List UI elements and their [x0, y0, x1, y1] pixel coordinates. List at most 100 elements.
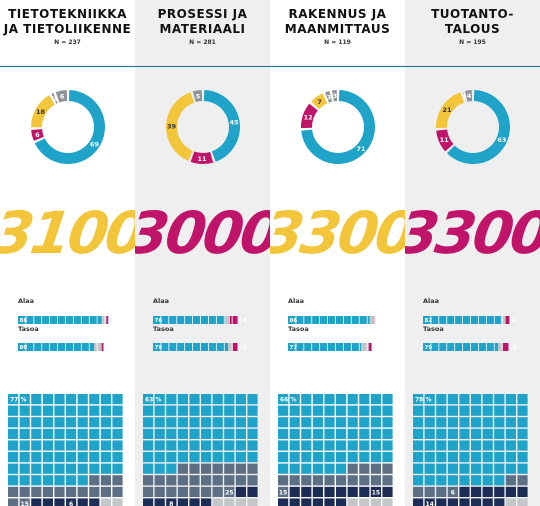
waffle-cell — [54, 417, 65, 428]
bar-label-tasoa: Tasoa — [18, 325, 39, 333]
waffle-cell — [359, 405, 370, 416]
waffle-cell — [235, 463, 246, 474]
waffle-cell — [382, 417, 393, 428]
waffle-cell — [154, 428, 165, 439]
donut-slice-label: 18 — [36, 108, 46, 116]
waffle-cell — [166, 417, 177, 428]
waffle-cell — [166, 405, 177, 416]
waffle-cell — [447, 475, 458, 486]
waffle-cell — [31, 428, 42, 439]
waffle-cell — [112, 452, 123, 463]
bar-segment-magenta — [502, 343, 509, 351]
waffle-cell — [247, 394, 258, 405]
waffle-cell — [482, 463, 493, 474]
waffle-cell — [336, 486, 347, 497]
waffle-cell — [447, 486, 458, 497]
waffle-cell — [494, 486, 505, 497]
donut-slice — [31, 129, 44, 141]
waffle-cell — [154, 452, 165, 463]
waffle-cell — [143, 428, 154, 439]
waffle-cell — [143, 498, 154, 506]
waffle-cell — [424, 463, 435, 474]
waffle-cell — [312, 405, 323, 416]
waffle-cell — [100, 440, 111, 451]
waffle-cell — [201, 452, 212, 463]
waffle-cell — [517, 394, 528, 405]
column-title: PROSESSI JA MATERIAALI — [157, 7, 248, 36]
waffle-cell — [54, 440, 65, 451]
waffle-cell — [77, 486, 88, 497]
waffle-mid-label: 25 — [225, 489, 233, 496]
waffle-cell — [517, 475, 528, 486]
waffle-cell — [312, 440, 323, 451]
waffle-cell — [278, 486, 289, 497]
waffle-cell — [154, 498, 165, 506]
waffle-cell — [143, 463, 154, 474]
waffle-cell — [471, 394, 482, 405]
waffle-cell — [505, 405, 516, 416]
waffle-cell — [100, 417, 111, 428]
waffle-cell — [324, 475, 335, 486]
waffle-cell — [289, 475, 300, 486]
waffle-cell — [54, 452, 65, 463]
waffle-cell — [436, 428, 447, 439]
waffle-cell — [8, 428, 19, 439]
bar-value-blue: 79 — [155, 345, 163, 351]
waffle-cell — [143, 486, 154, 497]
waffle-cell — [89, 452, 100, 463]
waffle-cell — [143, 452, 154, 463]
waffle-cell — [247, 440, 258, 451]
waffle-cell — [436, 475, 447, 486]
salary-figure: 3000 — [135, 199, 270, 267]
waffle-cell — [8, 440, 19, 451]
bar-label-alaa: Alaa — [288, 297, 304, 305]
waffle-cell — [459, 394, 470, 405]
waffle-cell — [424, 486, 435, 497]
donut-slice-label: 69 — [90, 141, 100, 149]
waffle-cell — [359, 428, 370, 439]
waffle-cell — [247, 405, 258, 416]
waffle-cell — [66, 463, 77, 474]
header-divider — [0, 66, 540, 67]
waffle-cell — [324, 452, 335, 463]
waffle-cell — [413, 428, 424, 439]
waffle-cell — [289, 452, 300, 463]
waffle-cell — [77, 405, 88, 416]
waffle-cell — [19, 440, 30, 451]
waffle-cell — [112, 405, 123, 416]
bar-segment-gray — [94, 343, 102, 351]
waffle-cell — [8, 486, 19, 497]
waffle-cell — [324, 498, 335, 506]
waffle-cell — [312, 475, 323, 486]
waffle-cell — [459, 428, 470, 439]
waffle-cell — [112, 440, 123, 451]
waffle-cell — [413, 417, 424, 428]
waffle-cell — [370, 405, 381, 416]
waffle-cell — [436, 394, 447, 405]
waffle-cell — [505, 463, 516, 474]
waffle-cell — [31, 394, 42, 405]
waffle-cell — [382, 452, 393, 463]
donut-slice-label: 45 — [230, 119, 240, 127]
waffle-cell — [247, 498, 258, 506]
waffle-cell — [177, 463, 188, 474]
donut-slice-label: 63 — [497, 136, 506, 144]
waffle-cell — [247, 486, 258, 497]
waffle-cell — [289, 463, 300, 474]
waffle-cell — [278, 428, 289, 439]
waffle-cell — [100, 428, 111, 439]
bar-value-blue: 77 — [290, 345, 298, 351]
waffle-cell — [336, 405, 347, 416]
waffle-cell — [189, 428, 200, 439]
bar-segment-blue — [423, 316, 501, 324]
donut-slice-label: 39 — [167, 123, 177, 131]
waffle-cell — [100, 475, 111, 486]
waffle-cell — [505, 440, 516, 451]
waffle-cell — [112, 463, 123, 474]
waffle-cell — [235, 452, 246, 463]
waffle-cell — [212, 440, 223, 451]
waffle-cell — [224, 394, 235, 405]
bar-segment-magenta — [505, 316, 510, 324]
